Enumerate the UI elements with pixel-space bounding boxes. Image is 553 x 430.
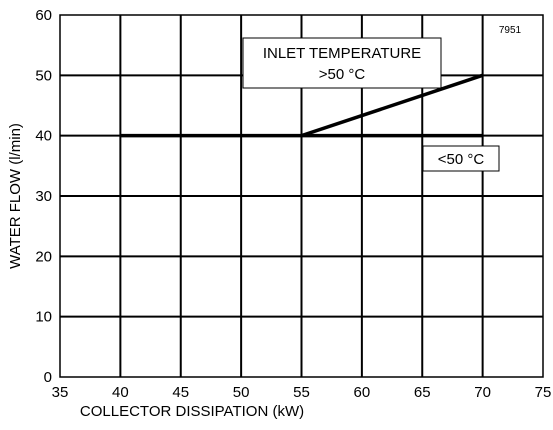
x-axis-title: COLLECTOR DISSIPATION (kW) [80, 403, 304, 420]
y-axis-title: WATER FLOW (l/min) [7, 123, 24, 269]
x-tick-labels: 35 40 45 50 55 60 65 70 75 [52, 384, 552, 401]
x-tick-label-45: 45 [172, 384, 189, 401]
x-tick-label-40: 40 [112, 384, 129, 401]
x-tick-label-70: 70 [474, 384, 491, 401]
x-tick-label-35: 35 [52, 384, 69, 401]
figure-code: 7951 [499, 25, 522, 36]
y-tick-label-0: 0 [44, 369, 52, 386]
annotation-box-low [422, 145, 500, 172]
x-tick-label-75: 75 [535, 384, 552, 401]
annotation-inlet-high: INLET TEMPERATURE >50 °C [242, 37, 442, 89]
y-tick-label-20: 20 [35, 248, 52, 265]
annotation-box-high [242, 37, 442, 89]
series-layer [120, 73, 484, 138]
x-tick-label-55: 55 [293, 384, 310, 401]
y-tick-label-50: 50 [35, 67, 52, 84]
annotation-inlet-low: <50 °C [422, 145, 500, 172]
plot-frame [59, 14, 544, 378]
x-tick-label-50: 50 [233, 384, 250, 401]
x-tick-label-65: 65 [414, 384, 431, 401]
annotation-low-line1: <50 °C [438, 151, 485, 168]
y-tick-label-30: 30 [35, 188, 52, 205]
annotation-high-line1: INLET TEMPERATURE [263, 45, 421, 62]
x-tick-label-60: 60 [354, 384, 371, 401]
y-tick-label-10: 10 [35, 309, 52, 326]
y-tick-labels: 0 10 20 30 40 50 60 [35, 7, 52, 386]
y-tick-label-40: 40 [35, 128, 52, 145]
y-tick-label-60: 60 [35, 7, 52, 24]
annotation-high-line2: >50 °C [319, 66, 366, 83]
